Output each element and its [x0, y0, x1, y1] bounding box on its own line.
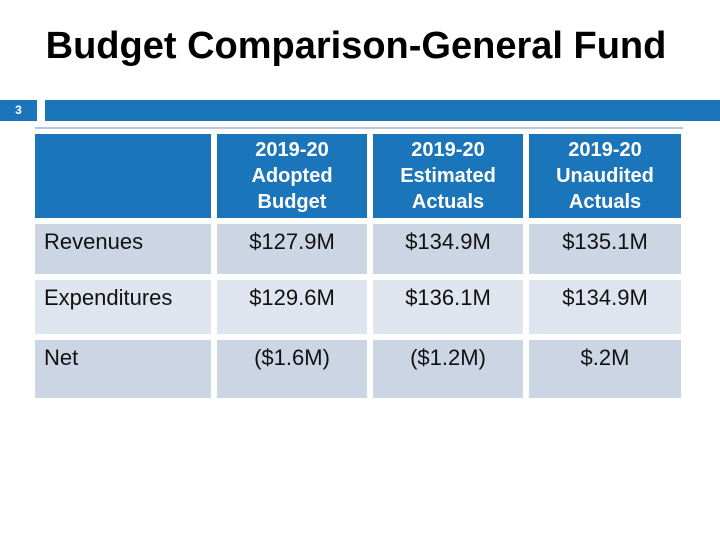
revenues-adopted-value: $127.9M: [217, 224, 367, 274]
row-label-net: Net: [35, 340, 211, 398]
budget-comparison-table: 2019-20 Adopted Budget 2019-20 Estimated…: [35, 134, 683, 398]
table-header-unaudited-actuals: 2019-20 Unaudited Actuals: [529, 134, 681, 218]
revenues-estimated-value: $134.9M: [373, 224, 523, 274]
revenues-unaudited-value: $135.1M: [529, 224, 681, 274]
table-header-estimated-actuals: 2019-20 Estimated Actuals: [373, 134, 523, 218]
net-unaudited-value: $.2M: [529, 340, 681, 398]
table-header-blank: [35, 134, 211, 218]
slide-title: Budget Comparison-General Fund: [45, 25, 667, 67]
expenditures-estimated-value: $136.1M: [373, 280, 523, 334]
table-header-adopted-budget: 2019-20 Adopted Budget: [217, 134, 367, 218]
net-adopted-value: ($1.6M): [217, 340, 367, 398]
expenditures-unaudited-value: $134.9M: [529, 280, 681, 334]
slide-page-number: 3: [0, 100, 37, 121]
row-label-expenditures: Expenditures: [35, 280, 211, 334]
accent-bar: [45, 100, 720, 121]
net-estimated-value: ($1.2M): [373, 340, 523, 398]
expenditures-adopted-value: $129.6M: [217, 280, 367, 334]
row-label-revenues: Revenues: [35, 224, 211, 274]
table-top-border: [35, 127, 683, 129]
